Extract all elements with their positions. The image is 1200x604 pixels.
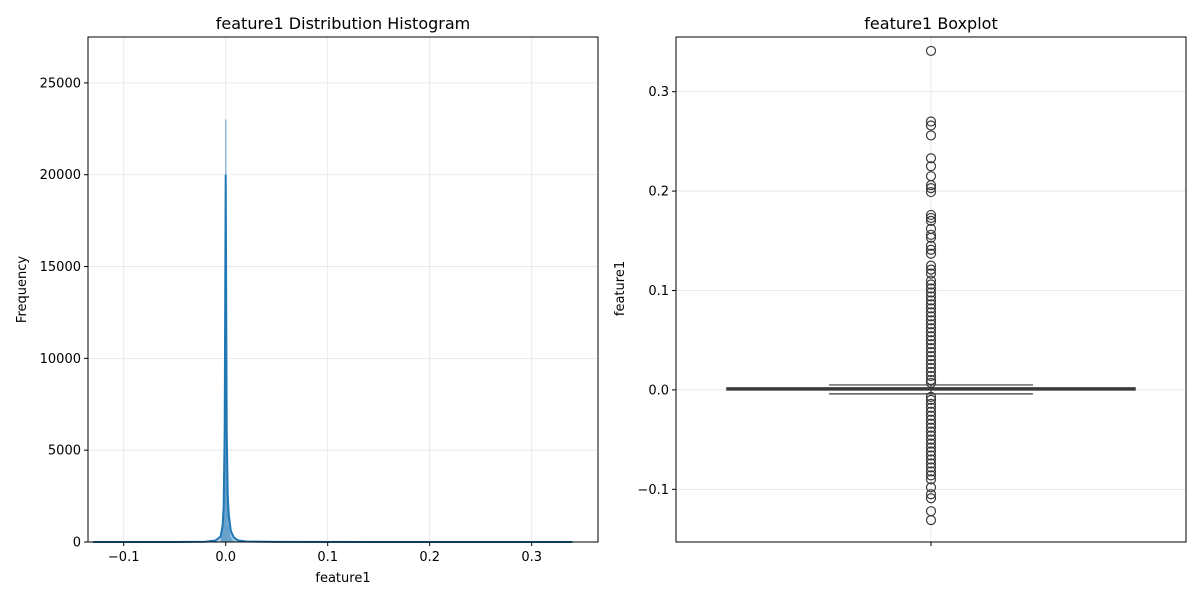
x-tick-label: 0.1 bbox=[317, 550, 338, 565]
histogram-y-ticks: 0 5000 10000 15000 20000 25000 bbox=[40, 76, 88, 550]
y-tick-label: 10000 bbox=[40, 352, 81, 367]
y-tick-label: 25000 bbox=[40, 76, 81, 91]
y-tick-label: 0.0 bbox=[648, 383, 669, 398]
histogram-x-label: feature1 bbox=[315, 571, 370, 586]
x-tick-label: 0.3 bbox=[521, 550, 542, 565]
y-tick-label: 0.1 bbox=[648, 284, 669, 299]
y-tick-label: 20000 bbox=[40, 168, 81, 183]
y-tick-label: 0 bbox=[73, 536, 81, 551]
y-tick-label: 0.2 bbox=[648, 185, 669, 200]
x-tick-label: −0.1 bbox=[108, 550, 140, 565]
y-tick-label: 0.3 bbox=[648, 85, 669, 100]
boxplot-y-label: feature1 bbox=[613, 261, 628, 316]
y-tick-label: −0.1 bbox=[637, 483, 669, 498]
x-tick-label: 0.2 bbox=[419, 550, 440, 565]
boxplot-title: feature1 Boxplot bbox=[864, 14, 997, 33]
y-tick-label: 15000 bbox=[40, 260, 81, 275]
x-tick-label: 0.0 bbox=[215, 550, 236, 565]
y-tick-label: 5000 bbox=[48, 444, 81, 459]
histogram-panel: −0.1 0.0 0.1 0.2 0.3 0 5000 10000 15000 20000 250… bbox=[15, 14, 598, 586]
histogram-title: feature1 Distribution Histogram bbox=[216, 14, 470, 33]
histogram-y-label: Frequency bbox=[15, 256, 30, 323]
boxplot-panel: −0.1 0.0 0.1 0.2 0.3 feature1 Boxplot featur… bbox=[613, 14, 1186, 546]
histogram-grid bbox=[88, 37, 598, 542]
histogram-frame bbox=[88, 37, 598, 542]
boxplot-y-ticks: −0.1 0.0 0.1 0.2 0.3 bbox=[637, 85, 676, 498]
histogram-x-ticks: −0.1 0.0 0.1 0.2 0.3 bbox=[108, 542, 542, 565]
